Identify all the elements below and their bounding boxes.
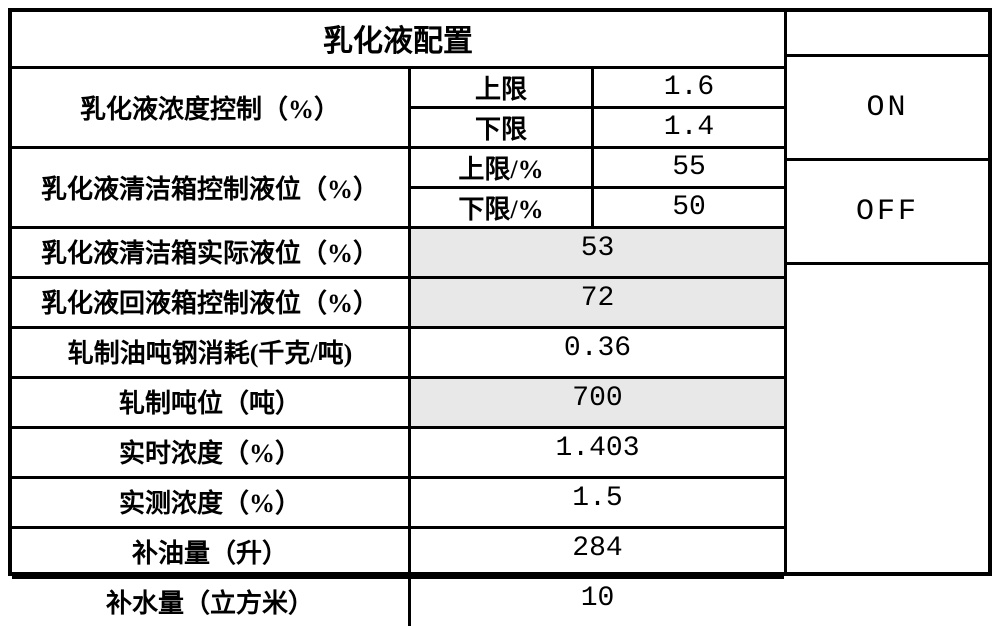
concentration-upper-row: 上限 1.6 (411, 69, 784, 109)
side-spacer (787, 265, 988, 572)
panel-title: 乳化液配置 (12, 12, 784, 69)
row-label: 轧制吨位（吨） (12, 379, 411, 426)
table-row: 补水量（立方米） 10 (12, 579, 784, 626)
row-value: 10 (411, 579, 784, 626)
row-label: 乳化液回液箱控制液位（%） (12, 279, 411, 326)
row-label: 乳化液清洁箱实际液位（%） (12, 229, 411, 276)
row-label: 补油量（升） (12, 529, 411, 576)
concentration-lower-row: 下限 1.4 (411, 109, 784, 146)
row-label: 实测浓度（%） (12, 479, 411, 526)
table-row: 乳化液回液箱控制液位（%） 72 (12, 279, 784, 329)
row-value[interactable]: 1.5 (411, 479, 784, 526)
table-row: 实测浓度（%） 1.5 (12, 479, 784, 529)
concentration-upper-label: 上限 (411, 69, 594, 106)
row-label: 实时浓度（%） (12, 429, 411, 476)
config-panel: 乳化液配置 乳化液浓度控制（%） 上限 1.6 下限 1.4 乳化液清洁箱控制液… (8, 8, 992, 576)
clean-tank-upper-row: 上限/% 55 (411, 149, 784, 189)
concentration-lower-value[interactable]: 1.4 (594, 109, 784, 146)
clean-tank-control-row: 乳化液清洁箱控制液位（%） 上限/% 55 下限/% 50 (12, 149, 784, 229)
concentration-control-values: 上限 1.6 下限 1.4 (411, 69, 784, 146)
row-value: 53 (411, 229, 784, 276)
table-row: 轧制油吨钢消耗(千克/吨) 0.36 (12, 329, 784, 379)
row-value[interactable]: 0.36 (411, 329, 784, 376)
table-row: 乳化液清洁箱实际液位（%） 53 (12, 229, 784, 279)
table-row: 轧制吨位（吨） 700 (12, 379, 784, 429)
row-value: 1.403 (411, 429, 784, 476)
concentration-upper-value[interactable]: 1.6 (594, 69, 784, 106)
main-table: 乳化液配置 乳化液浓度控制（%） 上限 1.6 下限 1.4 乳化液清洁箱控制液… (12, 12, 787, 572)
side-panel: ON OFF (787, 12, 988, 572)
row-value: 284 (411, 529, 784, 576)
row-label: 补水量（立方米） (12, 579, 411, 626)
clean-tank-lower-label: 下限/% (411, 189, 594, 226)
clean-tank-control-values: 上限/% 55 下限/% 50 (411, 149, 784, 226)
table-row: 实时浓度（%） 1.403 (12, 429, 784, 479)
concentration-control-label: 乳化液浓度控制（%） (12, 69, 411, 146)
row-value: 72 (411, 279, 784, 326)
table-row: 补油量（升） 284 (12, 529, 784, 579)
on-button[interactable]: ON (787, 57, 988, 161)
off-button[interactable]: OFF (787, 161, 988, 265)
concentration-control-row: 乳化液浓度控制（%） 上限 1.6 下限 1.4 (12, 69, 784, 149)
clean-tank-lower-row: 下限/% 50 (411, 189, 784, 226)
clean-tank-lower-value[interactable]: 50 (594, 189, 784, 226)
clean-tank-control-label: 乳化液清洁箱控制液位（%） (12, 149, 411, 226)
side-header-spacer (787, 12, 988, 57)
row-label: 轧制油吨钢消耗(千克/吨) (12, 329, 411, 376)
concentration-lower-label: 下限 (411, 109, 594, 146)
clean-tank-upper-value[interactable]: 55 (594, 149, 784, 186)
row-value: 700 (411, 379, 784, 426)
clean-tank-upper-label: 上限/% (411, 149, 594, 186)
